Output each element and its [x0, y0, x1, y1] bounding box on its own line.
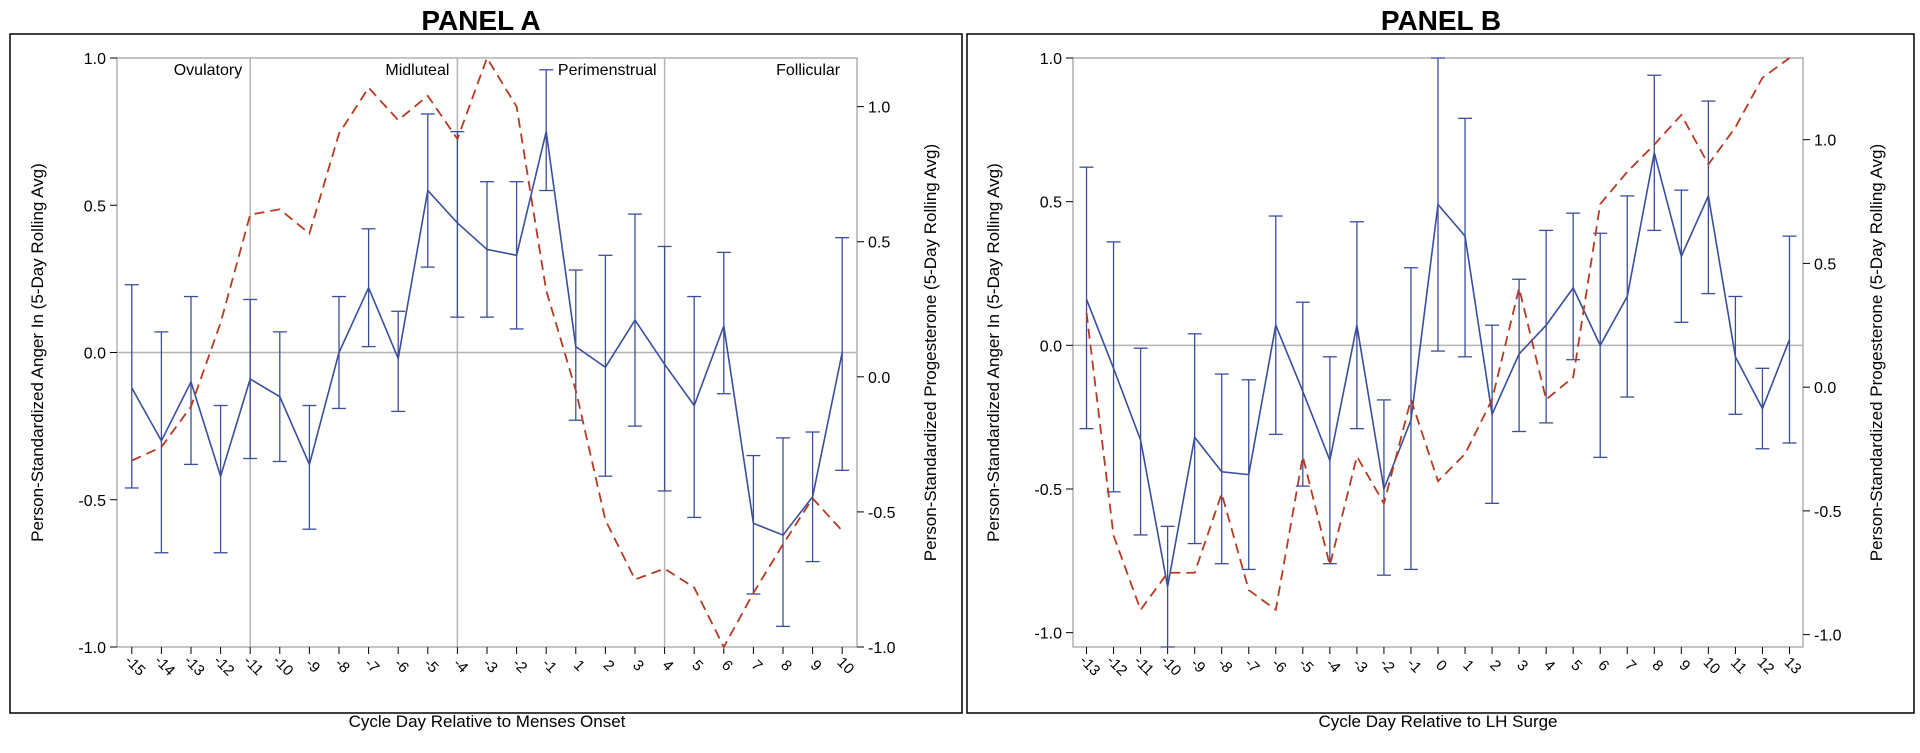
panel-a-x-tick-label: -12 — [210, 652, 237, 679]
panel-b-title: PANEL B — [1381, 5, 1501, 36]
panel-a-title: PANEL A — [421, 5, 540, 36]
panel-a-right-y-tick-label: -1.0 — [868, 640, 896, 657]
panel-b-left-y-tick-label: 0.5 — [1040, 195, 1062, 212]
panel-b-progesterone-line — [1085, 57, 1791, 612]
panel-a-x-tick-label: 1 — [570, 657, 588, 675]
panel-b-x-tick-label: -4 — [1322, 655, 1343, 676]
panel-a-left-y-tick-label: 1.0 — [84, 51, 106, 68]
panel-a-left-y-tick-label: -0.5 — [78, 493, 106, 510]
panel-b-x-tick-label: -10 — [1157, 652, 1184, 679]
panel-b-x-tick-label: 11 — [1727, 654, 1750, 677]
panel-b-right-y-tick-label: -0.5 — [1814, 504, 1842, 521]
panel-a-x-axis-label: Cycle Day Relative to Menses Onset — [349, 712, 626, 731]
panel-b-right-y-tick-label: -1.0 — [1814, 628, 1842, 645]
panel-a-right-y-tick-label: 0.5 — [868, 235, 890, 252]
panel-b-x-tick-label: 3 — [1513, 657, 1531, 675]
panel-b-x-tick-label: -11 — [1130, 653, 1157, 680]
panel-a: PANEL A Cycle Day Relative to Menses Ons… — [9, 5, 963, 731]
panel-a-x-tick-label: -15 — [121, 652, 148, 679]
panel-a-x-tick-label: -8 — [331, 655, 352, 676]
panel-b-x-tick-label: 13 — [1781, 654, 1805, 678]
panel-a-x-tick-label: -11 — [240, 653, 267, 680]
panel-b-x-tick-label: -6 — [1268, 655, 1289, 676]
panel-b-x-tick-label: 9 — [1676, 657, 1694, 675]
panel-a-phase-label: Follicular — [776, 62, 841, 79]
panel-b-x-tick-label: 4 — [1540, 657, 1558, 675]
panel-a-x-tick-label: 6 — [718, 657, 736, 675]
panel-a-x-tick-label: -4 — [450, 655, 471, 676]
panel-b-left-y-tick-label: 0.0 — [1040, 338, 1062, 355]
panel-b-x-tick-label: -8 — [1214, 655, 1235, 676]
panel-b-x-tick-label: 0 — [1432, 657, 1450, 675]
panel-a-left-y-tick-label: -1.0 — [78, 640, 106, 657]
panel-a-x-tick-label: -2 — [509, 655, 530, 676]
panel-b-right-y-tick-label: 1.0 — [1814, 133, 1836, 150]
panel-a-x-tick-label: 8 — [777, 657, 795, 675]
panel-a-x-tick-label: -14 — [151, 652, 178, 679]
panel-a-x-tick-label: -9 — [302, 655, 323, 676]
panel-a-x-tick-label: 2 — [600, 657, 618, 675]
panel-a-x-tick-label: 5 — [688, 657, 706, 675]
panel-b-x-tick-label: -1 — [1403, 655, 1424, 676]
panel-b-right-y-tick-label: 0.0 — [1814, 380, 1836, 397]
panel-b-x-tick-label: 5 — [1567, 657, 1585, 675]
panel-b-x-tick-label: 2 — [1486, 657, 1504, 675]
panel-b-x-tick-label: -12 — [1103, 652, 1130, 679]
panel-b-x-tick-label: 6 — [1594, 657, 1612, 675]
panel-a-x-tick-label: -1 — [539, 655, 560, 676]
panel-a-frame — [9, 33, 963, 714]
panel-b-x-tick-label: 7 — [1621, 657, 1639, 675]
panel-b-x-tick-label: -5 — [1295, 655, 1316, 676]
panel-a-right-y-tick-label: 0.0 — [868, 370, 890, 387]
panel-a-left-y-tick-label: 0.5 — [84, 198, 106, 215]
panel-b-x-tick-label: 1 — [1459, 657, 1477, 675]
panel-a-phase-label: Ovulatory — [174, 62, 242, 79]
panel-b-left-y-tick-label: -1.0 — [1034, 626, 1062, 643]
panel-a-x-tick-label: -3 — [479, 655, 500, 676]
panel-a-right-y-tick-label: -0.5 — [868, 505, 896, 522]
panel-a-phase-label: Midluteal — [385, 62, 449, 79]
panel-b-left-y-tick-label: -0.5 — [1034, 482, 1062, 499]
panel-a-x-tick-label: -13 — [181, 652, 208, 679]
panel-a-x-tick-label: 10 — [833, 654, 857, 678]
panel-a-right-y-tick-label: 1.0 — [868, 100, 890, 117]
panel-b-x-tick-label: -9 — [1187, 655, 1208, 676]
panel-b-right-y-axis-label: Person-Standardized Progesterone (5-Day … — [1867, 144, 1886, 561]
panel-b-x-tick-label: -13 — [1076, 652, 1103, 679]
panel-a-x-tick-label: -10 — [269, 652, 296, 679]
panel-b-x-tick-label: 10 — [1700, 654, 1724, 678]
panel-a-x-tick-label: 7 — [748, 657, 766, 675]
panel-a-x-tick-label: -7 — [361, 655, 382, 676]
panel-a-x-tick-label: 3 — [629, 657, 647, 675]
panel-b-left-y-tick-label: 1.0 — [1040, 51, 1062, 68]
panel-b-x-tick-label: -7 — [1241, 655, 1262, 676]
panel-b-x-tick-label: 8 — [1649, 657, 1667, 675]
panel-a-left-y-tick-label: 0.0 — [84, 346, 106, 363]
panel-b-x-tick-label: 12 — [1754, 654, 1778, 678]
panel-b-x-tick-label: -2 — [1376, 655, 1397, 676]
panel-a-left-y-axis-label: Person-Standardized Anger In (5-Day Roll… — [28, 163, 47, 542]
panel-a-x-tick-label: -6 — [391, 655, 412, 676]
panel-b-frame — [966, 33, 1915, 714]
panel-b-x-axis-label: Cycle Day Relative to LH Surge — [1318, 712, 1557, 731]
panel-a-x-tick-label: 4 — [659, 657, 677, 675]
panel-a-right-y-axis-label: Person-Standardized Progesterone (5-Day … — [921, 144, 940, 561]
panel-a-x-tick-label: -5 — [420, 655, 441, 676]
panel-b-right-y-tick-label: 0.5 — [1814, 256, 1836, 273]
panel-a-x-tick-label: 9 — [807, 657, 825, 675]
panel-b-x-tick-label: -3 — [1349, 655, 1370, 676]
panel-b-left-y-axis-label: Person-Standardized Anger In (5-Day Roll… — [984, 163, 1003, 542]
panel-a-progesterone-line — [131, 55, 843, 649]
panel-b: PANEL B Cycle Day Relative to LH Surge P… — [966, 5, 1915, 731]
panel-a-phase-label: Perimenstrual — [558, 62, 657, 79]
